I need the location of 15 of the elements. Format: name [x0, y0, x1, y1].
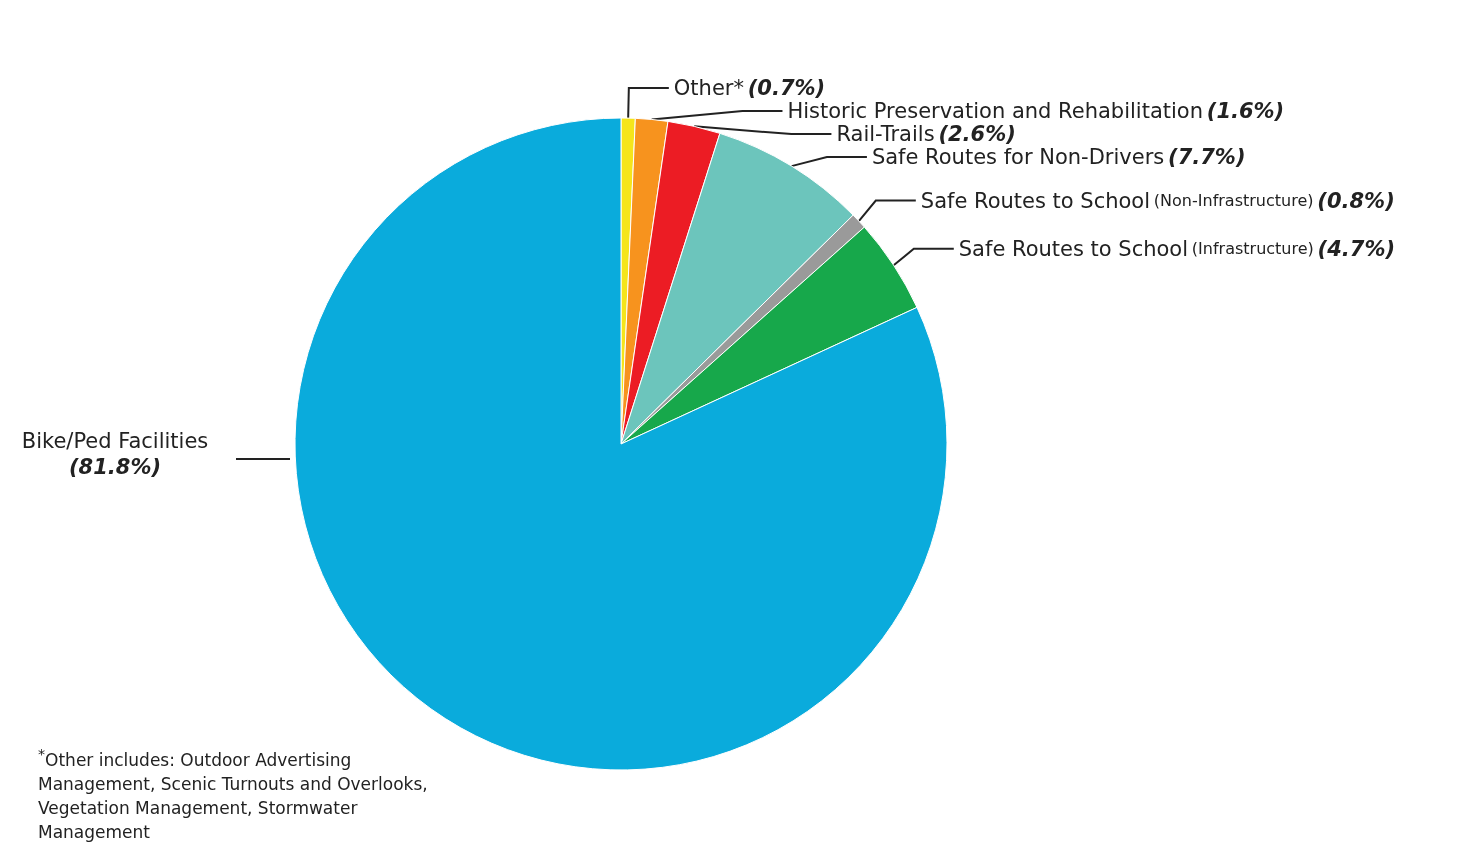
text: $^{*}$Other includes: Outdoor Advertising Management, Scenic Turnouts and Overlooks, Vegetation Management, Stormwater Management [38, 745, 429, 844]
slice-label: Historic Preservation and Rehabilitation [787, 99, 1203, 124]
slice-label: Safe Routes to School (Non-Infrastructure) [920, 188, 1314, 213]
data-label: (4.7%) [1317, 236, 1396, 261]
slice-label: Rail-Trails [836, 122, 935, 147]
data-label: (2.6%) [938, 122, 1016, 147]
slice-label: Safe Routes to School (Infrastructure) [958, 236, 1314, 261]
data-label: (0.8%) [1317, 188, 1395, 213]
data-label: (1.6%) [1206, 99, 1285, 124]
data-label: (7.7%) [1168, 145, 1246, 170]
data-label: (81.8%) [68, 454, 162, 479]
data-label: (0.7%) [747, 76, 826, 101]
slice-label: Safe Routes for Non-Drivers [871, 145, 1165, 170]
slice-label: Bike/Ped Facilities [21, 429, 209, 453]
slice-label: Other* [673, 76, 744, 101]
